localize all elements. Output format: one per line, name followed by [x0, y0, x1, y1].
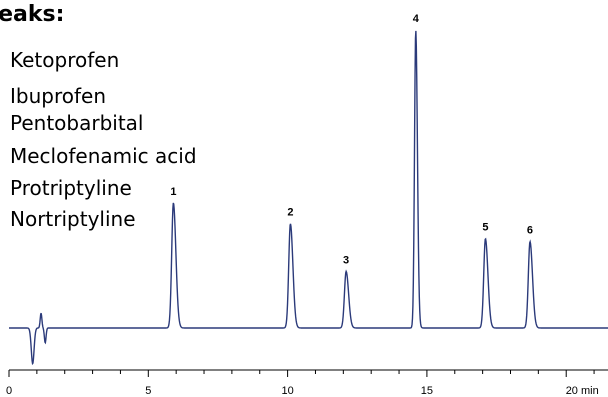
legend-item: Pentobarbital: [10, 111, 144, 135]
peak-label: 4: [413, 13, 420, 25]
peak-label: 2: [287, 207, 293, 219]
peak-label: 3: [343, 254, 349, 266]
legend-item: Ibuprofen: [10, 84, 107, 108]
x-tick-label: 15: [421, 385, 433, 397]
peak-label: 5: [482, 222, 488, 234]
x-tick-label: 0: [6, 385, 12, 397]
legend-item: Nortriptyline: [10, 207, 136, 231]
x-tick-label: 10: [281, 385, 293, 397]
peak-label: 6: [527, 225, 533, 237]
legend-title: Peaks:: [0, 2, 65, 27]
x-tick-label: 20 min: [566, 385, 599, 397]
x-tick-label: 5: [145, 385, 151, 397]
chromatogram-trace: [9, 30, 608, 366]
legend-item: Protriptyline: [10, 176, 132, 200]
legend-item: Meclofenamic acid: [10, 144, 197, 168]
peak-label: 1: [170, 186, 176, 198]
legend-item: Ketoprofen: [10, 48, 120, 72]
